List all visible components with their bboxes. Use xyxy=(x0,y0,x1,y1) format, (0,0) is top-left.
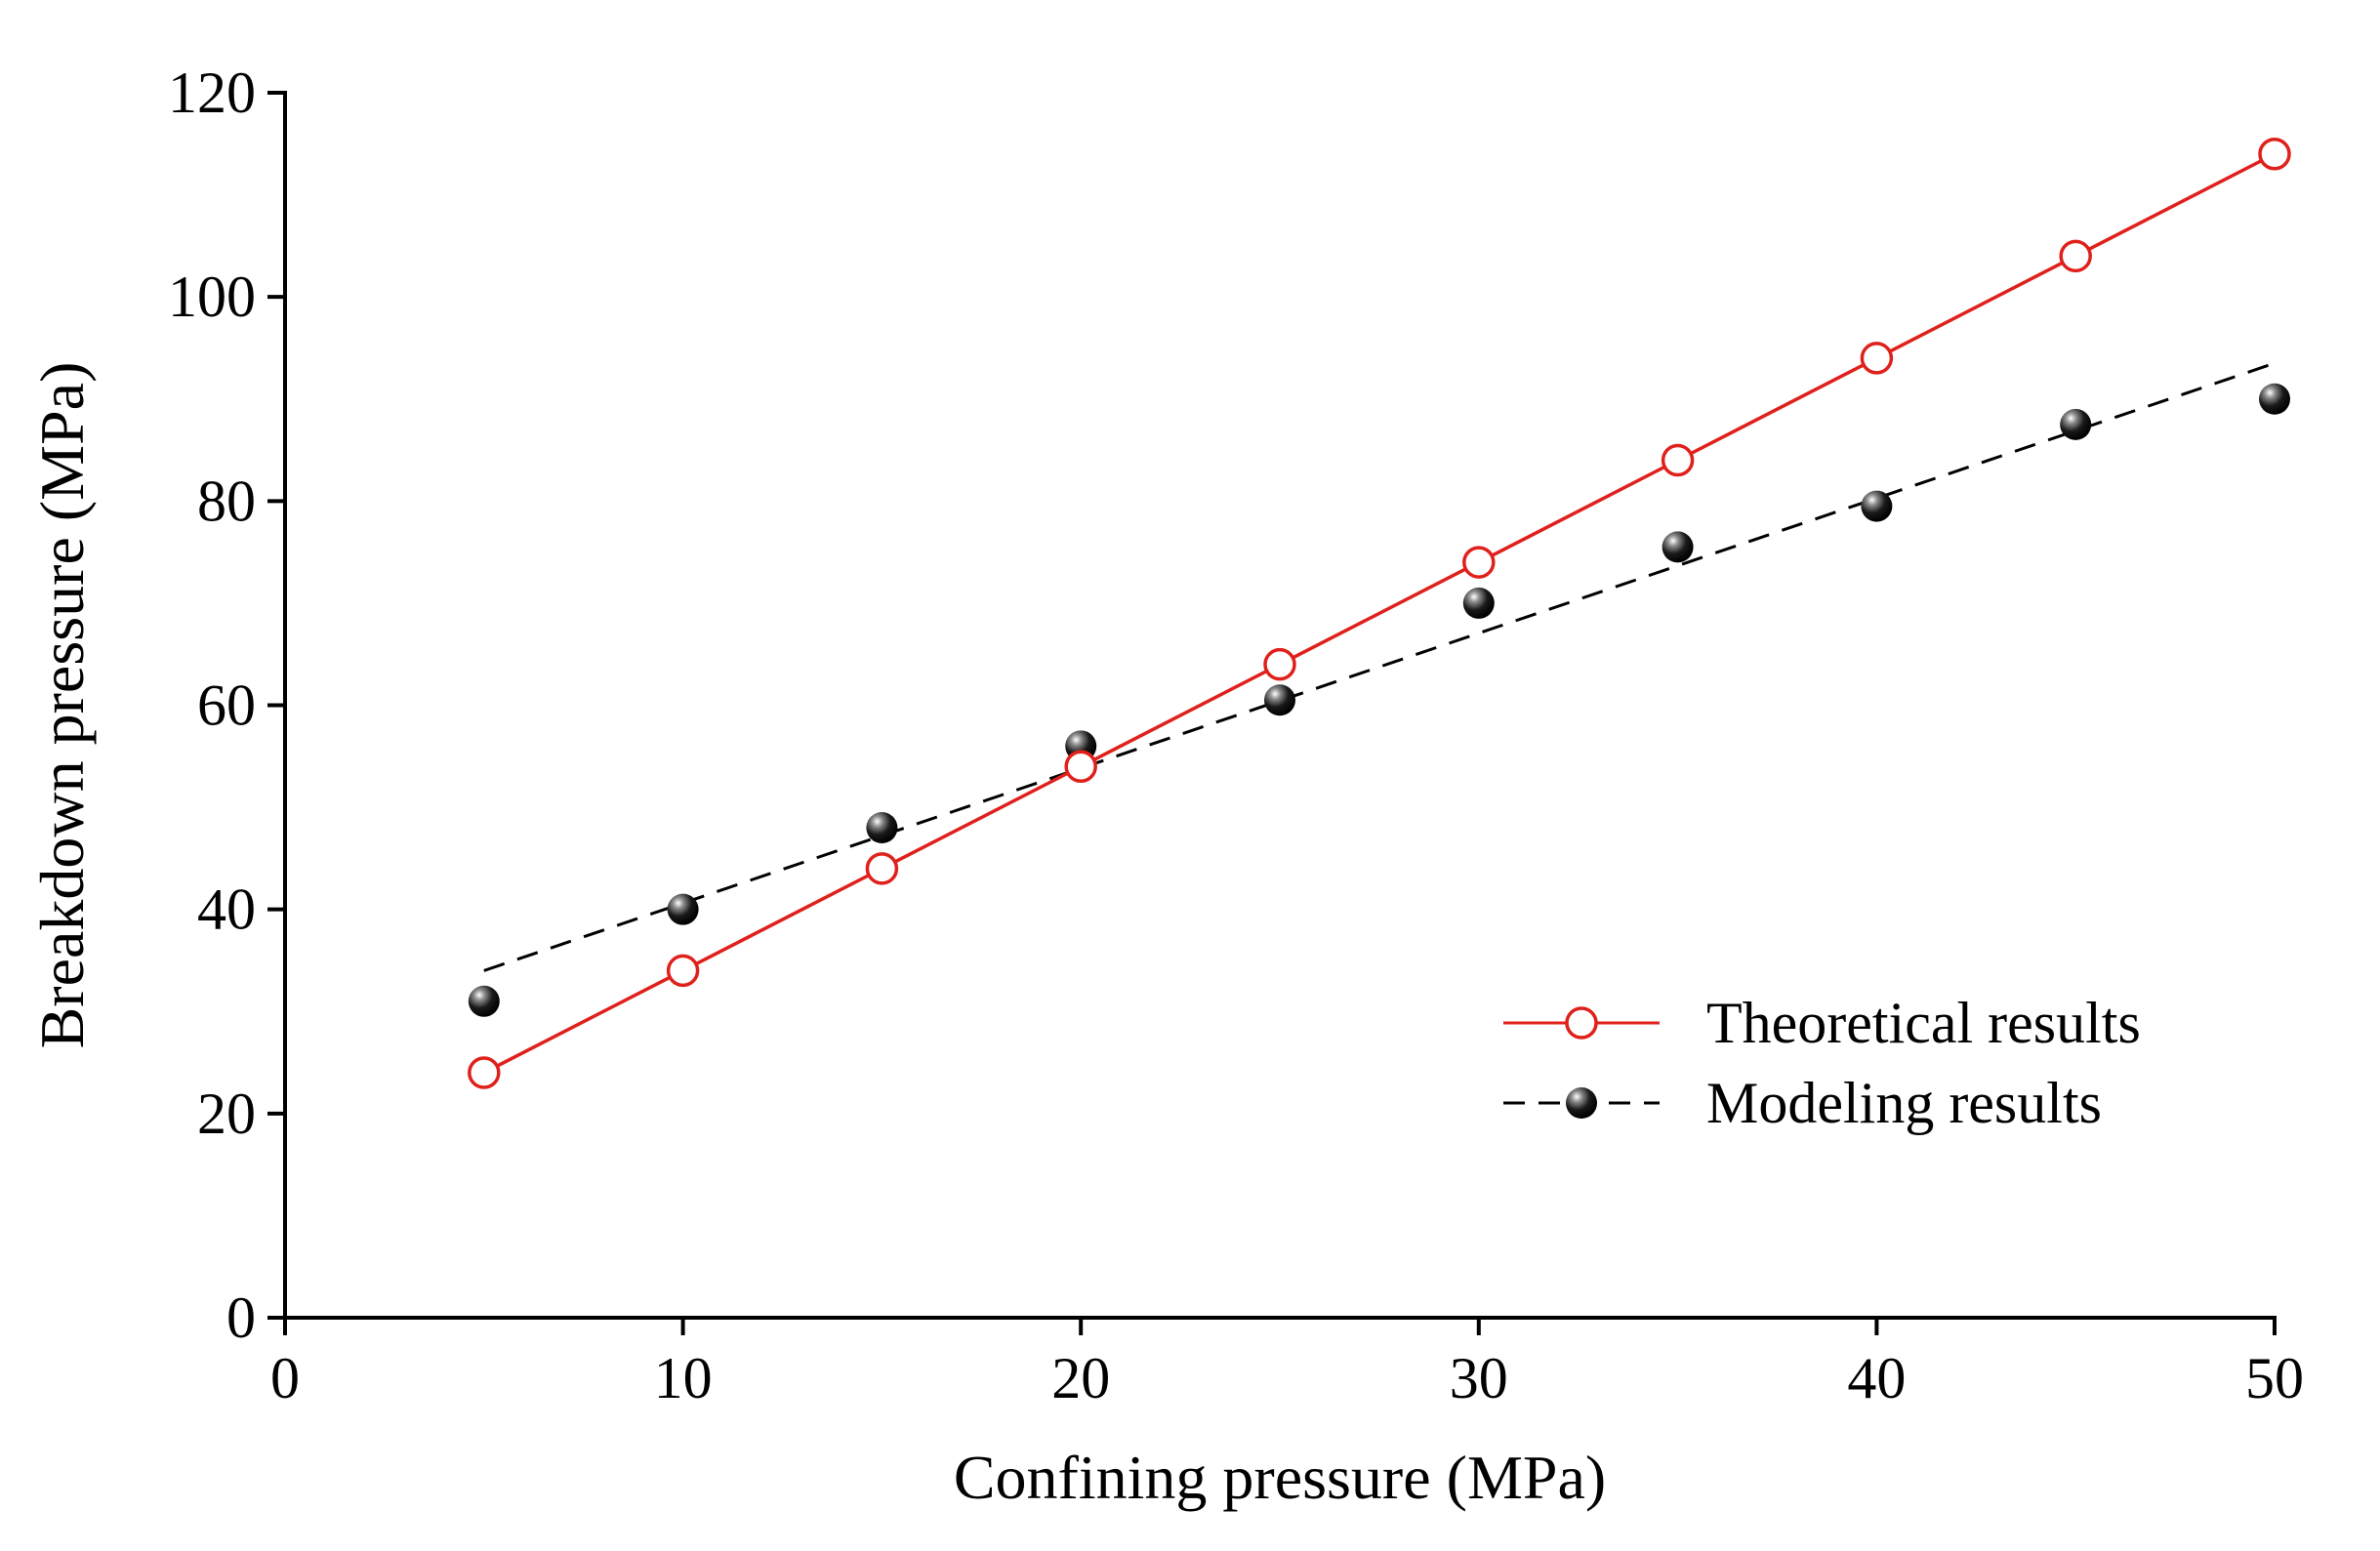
series-layer xyxy=(468,138,2291,1089)
legend-marker-modeling xyxy=(1566,1087,1597,1119)
x-ticks: 0 10 20 30 40 50 xyxy=(270,1318,2304,1410)
legend-item-modeling: Modeling results xyxy=(1503,1071,2102,1135)
y-axis-title: Breakdown pressure (MPa) xyxy=(27,362,97,1049)
legend-label-theoretical: Theoretical results xyxy=(1706,991,2141,1055)
y-tick-label: 40 xyxy=(197,878,256,942)
y-ticks: 0 20 40 60 80 100 120 xyxy=(168,61,285,1350)
modeling-point xyxy=(1662,531,1694,563)
theoretical-point xyxy=(2059,239,2092,273)
theoretical-point xyxy=(666,954,700,988)
theoretical-point xyxy=(1661,443,1695,477)
series-theoretical-line xyxy=(483,152,2276,1075)
x-tick-label: 0 xyxy=(270,1346,300,1410)
x-tick-label: 10 xyxy=(654,1346,713,1410)
theoretical-point xyxy=(468,1056,501,1089)
y-tick-label: 60 xyxy=(197,673,256,738)
theoretical-point xyxy=(1462,546,1496,579)
legend-item-theoretical: Theoretical results xyxy=(1503,991,2141,1055)
modeling-point xyxy=(1861,490,1893,522)
x-axis-title: Confining pressure (MPa) xyxy=(954,1443,1606,1512)
y-tick-label: 20 xyxy=(197,1082,256,1146)
modeling-point xyxy=(468,985,500,1017)
y-tick-label: 100 xyxy=(168,265,256,329)
modeling-point xyxy=(1264,684,1295,716)
theoretical-point xyxy=(1860,342,1894,375)
modeling-point xyxy=(866,812,898,843)
modeling-point xyxy=(1462,587,1495,619)
legend: Theoretical results Modeling results xyxy=(1503,991,2141,1135)
y-tick-label: 80 xyxy=(197,469,256,533)
legend-marker-theoretical xyxy=(1565,1006,1598,1040)
theoretical-point xyxy=(2258,138,2291,171)
x-tick-label: 40 xyxy=(1847,1346,1906,1410)
y-tick-label: 0 xyxy=(226,1286,256,1350)
x-tick-label: 30 xyxy=(1450,1346,1508,1410)
legend-label-modeling: Modeling results xyxy=(1706,1071,2102,1135)
x-tick-label: 50 xyxy=(2245,1346,2304,1410)
modeling-point xyxy=(667,893,699,925)
modeling-point xyxy=(2060,408,2092,440)
y-tick-label: 120 xyxy=(168,61,256,125)
theoretical-point xyxy=(865,852,899,885)
series-modeling-trendline xyxy=(483,361,2276,972)
modeling-point xyxy=(2259,383,2290,415)
theoretical-point xyxy=(1064,750,1097,783)
theoretical-point xyxy=(1263,647,1296,681)
x-tick-label: 20 xyxy=(1051,1346,1110,1410)
